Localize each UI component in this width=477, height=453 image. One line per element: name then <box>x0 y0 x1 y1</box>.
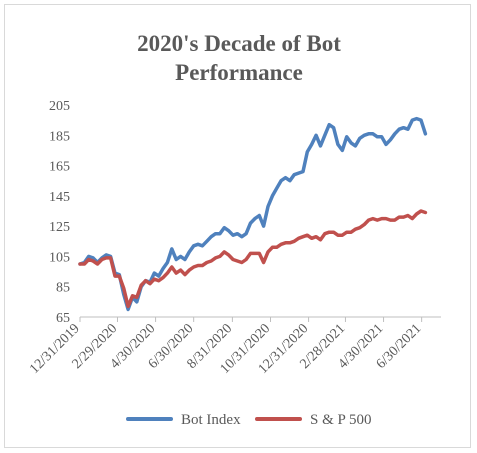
chart-title-line-2: Performance <box>175 60 303 85</box>
y-axis-ticks: 65 85 105 125 145 165 185 205 <box>49 99 70 326</box>
y-tick-label-105: 105 <box>49 250 70 265</box>
x-tick-label-12-31-2019: 12/31/2019 <box>27 321 83 377</box>
legend-label-sp500: S & P 500 <box>310 412 372 428</box>
y-tick-label-85: 85 <box>56 281 70 296</box>
chart-title-line-1: 2020's Decade of Bot <box>137 31 341 56</box>
y-tick-label-205: 205 <box>49 99 70 114</box>
legend: Bot Index S & P 500 <box>126 412 372 428</box>
series-line-s-p-500 <box>78 209 428 309</box>
y-tick-label-125: 125 <box>49 220 70 235</box>
chart-frame: 2020's Decade of Bot Performance 65 85 105… <box>4 4 471 448</box>
series-line-bot-index <box>78 116 428 312</box>
line-chart: 2020's Decade of Bot Performance 65 85 105… <box>27 31 441 428</box>
y-tick-label-185: 185 <box>49 129 70 144</box>
x-axis-tick-marks <box>79 317 423 322</box>
x-axis-ticks: 12/31/20192/29/20204/30/20206/30/20208/3… <box>27 321 424 377</box>
series-lines <box>78 116 428 312</box>
legend-label-bot-index: Bot Index <box>181 412 241 428</box>
y-tick-label-165: 165 <box>49 160 70 175</box>
y-tick-label-145: 145 <box>49 190 70 205</box>
y-tick-label-65: 65 <box>56 311 70 326</box>
